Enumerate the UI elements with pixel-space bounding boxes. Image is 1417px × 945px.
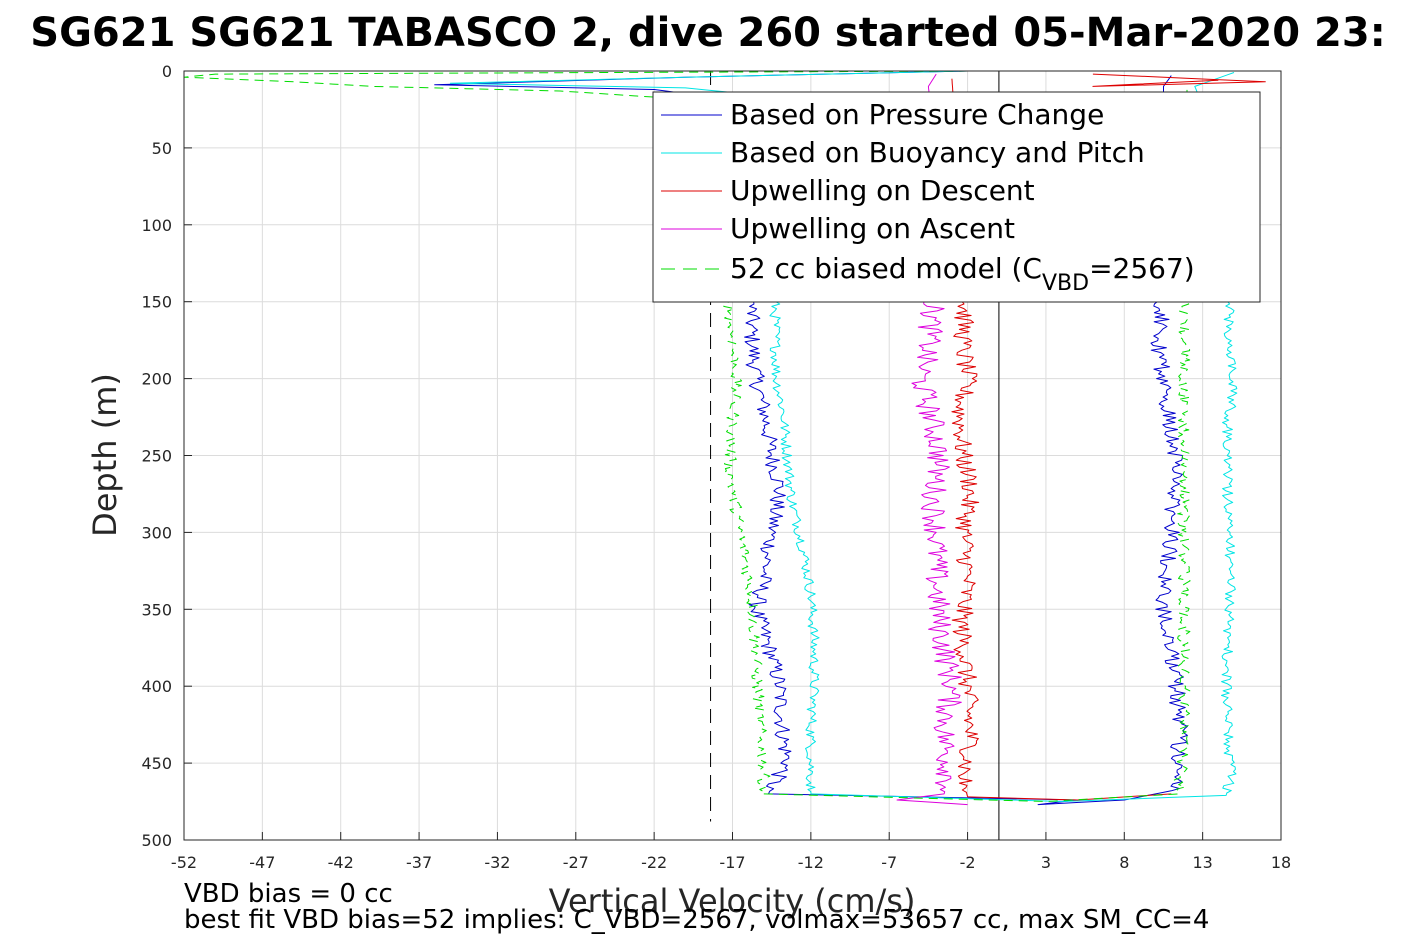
legend-label-upwelling-descent: Upwelling on Descent <box>730 174 1035 207</box>
legend-label-buoyancy: Based on Buoyancy and Pitch <box>730 136 1145 169</box>
x-tick-label: -32 <box>484 853 510 872</box>
x-tick-label: -52 <box>171 853 197 872</box>
y-tick-label: 400 <box>141 677 172 696</box>
series-upwelling-on-descent-ascent-line <box>967 793 1172 801</box>
x-tick-label: 18 <box>1271 853 1291 872</box>
legend-box <box>652 91 1261 303</box>
series-upwelling-on-descent-surface-line <box>1092 73 1266 87</box>
y-tick-label: 100 <box>141 216 172 235</box>
y-axis-label: Depth (m) <box>86 373 124 537</box>
x-tick-label: -12 <box>798 853 824 872</box>
y-axis: 0 50 100 150 200 250 300 350 400 450 500 <box>141 62 192 850</box>
y-tick-label: 150 <box>141 293 172 312</box>
footnote-best-fit: best fit VBD bias=52 implies: C_VBD=2567… <box>184 905 1209 935</box>
y-tick-label: 0 <box>162 62 172 81</box>
x-tick-label: -22 <box>641 853 667 872</box>
footnote-vbd-bias: VBD bias = 0 cc <box>184 879 393 909</box>
legend-label-biased-model-main: 52 cc biased model (C <box>730 252 1042 285</box>
x-tick-label: -27 <box>563 853 589 872</box>
y-tick-label: 200 <box>141 370 172 389</box>
y-tick-label: 50 <box>152 139 172 158</box>
x-tick-label: -7 <box>881 853 897 872</box>
legend: Based on Pressure Change Based on Buoyan… <box>652 91 1261 303</box>
x-tick-label: 13 <box>1192 853 1212 872</box>
y-tick-label: 350 <box>141 600 172 619</box>
x-axis: -52 -47 -42 -37 -32 -27 -22 -17 -12 -7 -2 3 8 13 18 <box>171 832 1291 872</box>
x-tick-label: 8 <box>1119 853 1129 872</box>
legend-label-pressure: Based on Pressure Change <box>730 98 1104 131</box>
legend-label-biased-model-sub: VBD <box>1042 271 1089 296</box>
legend-label-upwelling-ascent: Upwelling on Ascent <box>730 212 1015 245</box>
x-tick-label: -17 <box>719 853 745 872</box>
series-52-cc-biased-model-c-vbd-2567-ascent-line <box>763 86 1194 802</box>
y-tick-label: 250 <box>141 447 172 466</box>
x-tick-label: 3 <box>1041 853 1051 872</box>
x-tick-label: -2 <box>960 853 976 872</box>
y-tick-label: 450 <box>141 754 172 773</box>
x-tick-label: -47 <box>249 853 275 872</box>
legend-label-biased-model: 52 cc biased model (CVBD=2567) <box>730 252 1195 296</box>
legend-label-biased-model-tail: =2567) <box>1089 252 1195 285</box>
y-tick-label: 300 <box>141 523 172 542</box>
x-tick-label: -37 <box>406 853 432 872</box>
chart-title: SG621 SG621 TABASCO 2, dive 260 started … <box>30 10 1385 56</box>
x-tick-label: -42 <box>328 853 354 872</box>
y-tick-label: 500 <box>141 831 172 850</box>
x-axis-label: Vertical Velocity (cm/s) <box>549 882 916 920</box>
